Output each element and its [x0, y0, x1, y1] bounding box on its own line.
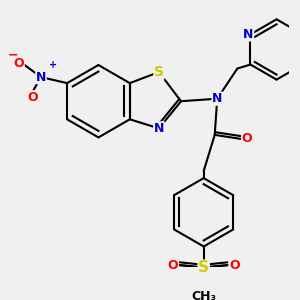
Text: S: S	[198, 260, 209, 275]
Text: O: O	[229, 259, 240, 272]
Text: −: −	[8, 49, 18, 62]
Text: O: O	[28, 91, 38, 104]
Text: +: +	[49, 60, 57, 70]
Text: S: S	[154, 65, 164, 79]
Text: N: N	[212, 92, 222, 105]
Text: N: N	[243, 28, 254, 41]
Text: CH₃: CH₃	[191, 290, 216, 300]
Text: O: O	[168, 259, 178, 272]
Text: N: N	[154, 122, 164, 135]
Text: N: N	[36, 70, 46, 84]
Text: O: O	[14, 56, 24, 70]
Text: O: O	[242, 132, 252, 146]
